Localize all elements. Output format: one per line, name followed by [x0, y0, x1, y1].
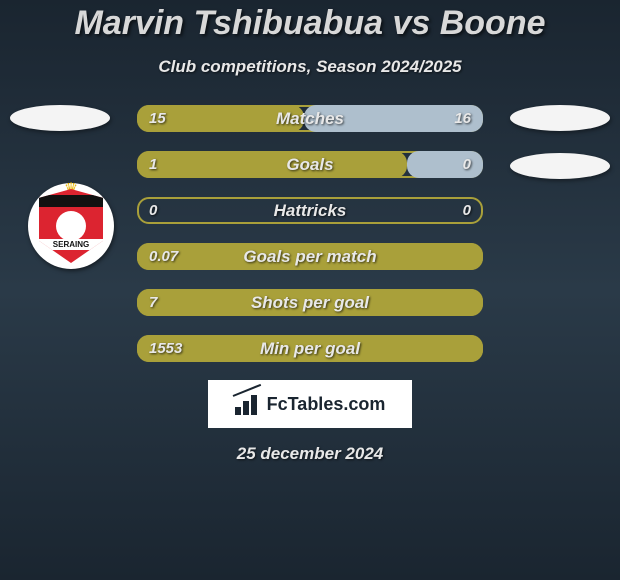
page-title: Marvin Tshibuabua vs Boone: [0, 0, 620, 43]
stat-value-left: 0: [149, 197, 157, 224]
player-right-photo-placeholder-2: [510, 153, 610, 179]
stat-label: Goals per match: [137, 243, 483, 270]
subtitle: Club competitions, Season 2024/2025: [0, 57, 620, 77]
stat-value-left: 1: [149, 151, 157, 178]
stat-bars: Matches1516Goals10Hattricks00Goals per m…: [137, 105, 483, 362]
player-right-photo-placeholder-1: [510, 105, 610, 131]
stat-value-left: 7: [149, 289, 157, 316]
stat-label: Matches: [137, 105, 483, 132]
badge-text: SERAING: [39, 239, 103, 250]
date-label: 25 december 2024: [10, 444, 610, 464]
stat-label: Goals: [137, 151, 483, 178]
stat-value-left: 15: [149, 105, 166, 132]
stat-row: Min per goal1553: [137, 335, 483, 362]
stat-row: Hattricks0 0: [137, 197, 483, 224]
player-left-photo-placeholder: [10, 105, 110, 131]
stat-row: Goals per match0.07: [137, 243, 483, 270]
stat-value-left: 1553: [149, 335, 182, 362]
stat-label: Min per goal: [137, 335, 483, 362]
bar-chart-icon: [235, 393, 261, 415]
stat-row: Shots per goal7: [137, 289, 483, 316]
fctables-link[interactable]: FcTables.com: [208, 380, 412, 428]
stat-value-right: 16: [454, 105, 471, 132]
lion-icon: ◐: [56, 211, 86, 241]
stat-value-left: 0.07: [149, 243, 178, 270]
stat-value-right: 0: [463, 151, 471, 178]
stat-label: Shots per goal: [137, 289, 483, 316]
stat-row: Goals1 0: [137, 151, 483, 178]
logo-text: FcTables.com: [267, 394, 386, 415]
stat-row: Matches15 16: [137, 105, 483, 132]
stat-value-right: 0: [463, 197, 471, 224]
comparison-panel: ♛ ◐ SERAING Matches1516Goals10Hattricks0…: [0, 105, 620, 464]
shield-icon: ◐ SERAING: [39, 189, 103, 263]
club-badge-left: ♛ ◐ SERAING: [28, 183, 114, 269]
stat-label: Hattricks: [137, 197, 483, 224]
